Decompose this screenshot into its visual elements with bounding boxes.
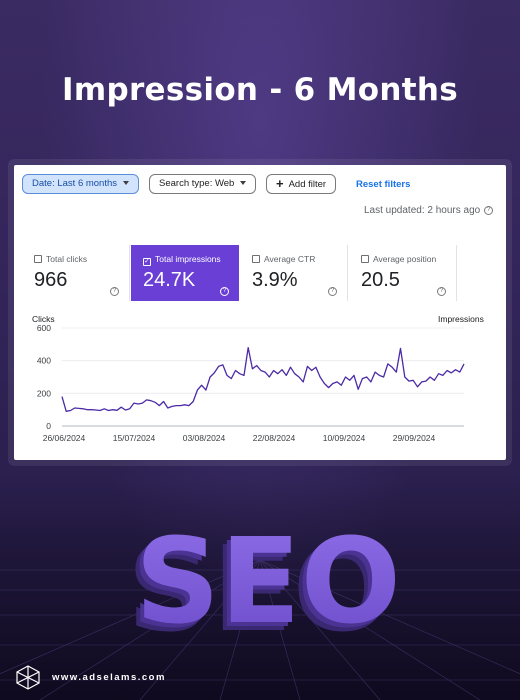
y-tick-label: 400 bbox=[37, 356, 51, 366]
last-updated-text: Last updated: 2 hours ago bbox=[364, 205, 481, 216]
seo-text-shadow: SEO bbox=[127, 520, 393, 650]
x-tick-label: 03/08/2024 bbox=[183, 433, 226, 443]
metric-value: 20.5 bbox=[361, 269, 400, 291]
add-filter-label: Add filter bbox=[288, 179, 327, 190]
metric-value: 966 bbox=[34, 269, 68, 291]
y-tick-label: 0 bbox=[46, 421, 51, 431]
impressions-series-line bbox=[61, 346, 465, 412]
search-type-chip[interactable]: Search type: Web bbox=[149, 174, 257, 194]
caret-down-icon bbox=[123, 181, 130, 186]
checkbox-icon[interactable] bbox=[252, 255, 260, 263]
x-tick-label: 15/07/2024 bbox=[113, 433, 156, 443]
checkbox-icon[interactable] bbox=[34, 255, 42, 263]
help-icon[interactable]: ? bbox=[437, 287, 446, 297]
checkbox-checked-icon[interactable]: ✓ bbox=[143, 258, 151, 266]
x-tick-label: 29/09/2024 bbox=[393, 433, 436, 443]
help-icon[interactable]: ? bbox=[110, 287, 119, 297]
metric-card-average-position[interactable]: Average position 20.5 ? bbox=[349, 245, 457, 301]
date-filter-label: Date: Last 6 months bbox=[32, 178, 118, 189]
x-tick-label: 22/08/2024 bbox=[253, 433, 296, 443]
metric-label: Average CTR bbox=[264, 254, 316, 264]
seo-text: SEO bbox=[135, 512, 401, 650]
x-tick-label: 26/06/2024 bbox=[43, 433, 86, 443]
add-filter-button[interactable]: + Add filter bbox=[266, 174, 337, 194]
x-tick-label: 10/09/2024 bbox=[323, 433, 366, 443]
y-tick-label: 600 bbox=[37, 323, 51, 333]
checkbox-icon[interactable] bbox=[361, 255, 369, 263]
metric-label: Total impressions bbox=[155, 254, 221, 264]
metric-cards: Total clicks 966 ? ✓ Total impressions 24… bbox=[22, 245, 496, 301]
metric-label: Total clicks bbox=[46, 254, 88, 264]
caret-down-icon bbox=[240, 181, 247, 186]
search-type-label: Search type: Web bbox=[159, 178, 235, 189]
brand-logo-icon bbox=[16, 665, 40, 690]
search-console-panel: Date: Last 6 months Search type: Web + Ad… bbox=[14, 165, 506, 460]
line-chart: 600 400 200 0 26/06/2024 15/07/2024 03/08/2024… bbox=[37, 323, 465, 443]
metric-value: 24.7K bbox=[143, 269, 196, 291]
reset-filters-link[interactable]: Reset filters bbox=[356, 179, 411, 190]
y-axis-title: Clicks bbox=[32, 314, 55, 324]
metric-value: 3.9% bbox=[252, 269, 298, 291]
metric-card-total-clicks[interactable]: Total clicks 966 ? bbox=[22, 245, 130, 301]
date-filter-chip[interactable]: Date: Last 6 months bbox=[22, 174, 140, 194]
website-url[interactable]: www.adselams.com bbox=[52, 672, 166, 683]
performance-chart: Clicks Impressions 600 400 200 0 26/06/2024 1… bbox=[14, 310, 506, 460]
metric-label: Average position bbox=[373, 254, 437, 264]
last-updated-status: Last updated: 2 hours ago? bbox=[364, 205, 494, 216]
help-icon[interactable]: ? bbox=[484, 205, 494, 215]
help-icon[interactable]: ? bbox=[328, 287, 337, 297]
page-headline: Impression - 6 Months bbox=[62, 72, 458, 108]
help-icon[interactable]: ? bbox=[220, 287, 229, 297]
y2-axis-title: Impressions bbox=[438, 314, 484, 324]
metric-card-total-impressions[interactable]: ✓ Total impressions 24.7K ? bbox=[131, 245, 239, 301]
plus-icon: + bbox=[276, 176, 284, 191]
seo-text-depth: SEO bbox=[131, 516, 397, 650]
metric-card-average-ctr[interactable]: Average CTR 3.9% ? bbox=[240, 245, 348, 301]
grid-floor-decoration bbox=[0, 560, 520, 700]
y-tick-label: 200 bbox=[37, 388, 51, 398]
seo-3d-graphic: SEO SEO SEO bbox=[127, 512, 401, 650]
